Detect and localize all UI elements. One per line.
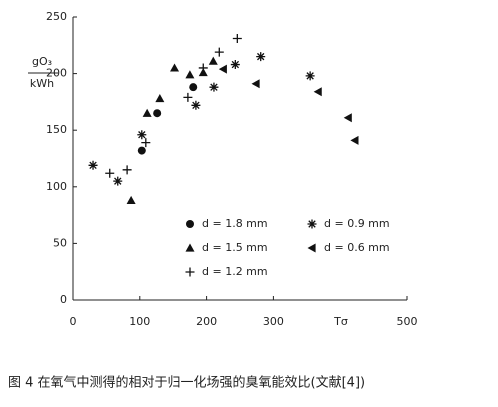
marker [185, 70, 195, 79]
legend-entry: d = 1.5 mm [185, 241, 268, 254]
marker [183, 92, 193, 102]
marker [142, 108, 152, 117]
legend-entry: d = 0.6 mm [307, 241, 390, 254]
marker [307, 243, 316, 253]
legend-entry: d = 1.2 mm [185, 265, 268, 278]
caption: 图 4 在氧气中测得的相对于归一化场强的臭氧能效比(文献[4]) [8, 375, 365, 391]
marker [343, 113, 352, 123]
marker [350, 135, 359, 145]
marker [218, 64, 227, 74]
marker [186, 220, 194, 228]
marker [170, 63, 180, 72]
legend-entry: d = 0.9 mm [307, 217, 390, 230]
marker [137, 130, 147, 140]
y-tick-label: 200 [46, 67, 67, 80]
marker [88, 160, 98, 170]
marker [256, 52, 266, 62]
legend-label: d = 1.2 mm [202, 265, 268, 278]
y-tick-label: 100 [46, 180, 67, 193]
marker [122, 165, 132, 175]
marker [313, 87, 322, 97]
marker [113, 176, 123, 186]
x-tick-label: 300 [263, 315, 284, 328]
x-tick-label: 100 [129, 315, 150, 328]
legend-label: d = 1.5 mm [202, 241, 268, 254]
y-tick-label: 250 [46, 10, 67, 23]
marker [185, 243, 195, 252]
marker [230, 60, 240, 70]
y-label-bottom: kWh [30, 77, 54, 90]
legend-label: d = 0.6 mm [324, 241, 390, 254]
marker [214, 47, 224, 57]
marker [185, 267, 195, 277]
marker [191, 100, 201, 110]
x-tick-label: 500 [397, 315, 418, 328]
marker [137, 146, 146, 155]
marker [153, 109, 162, 118]
marker [251, 79, 260, 89]
legend-label: d = 1.8 mm [202, 217, 268, 230]
marker [305, 71, 315, 81]
marker [208, 56, 218, 65]
legend-entry: d = 1.8 mm [186, 217, 268, 230]
y-label-top: gO₃ [32, 55, 52, 68]
x-tick-label: 200 [196, 315, 217, 328]
marker [141, 138, 151, 148]
marker [126, 195, 136, 204]
marker [155, 94, 165, 103]
y-tick-label: 150 [46, 123, 67, 136]
x-tick-label: 0 [70, 315, 77, 328]
y-tick-label: 0 [60, 293, 67, 306]
marker [105, 168, 115, 178]
marker [198, 63, 208, 73]
legend-label: d = 0.9 mm [324, 217, 390, 230]
marker [189, 83, 198, 92]
y-tick-label: 50 [53, 236, 67, 249]
marker [209, 82, 219, 92]
marker [307, 219, 317, 229]
x-label: Tσ [333, 315, 348, 328]
marker [232, 34, 242, 44]
